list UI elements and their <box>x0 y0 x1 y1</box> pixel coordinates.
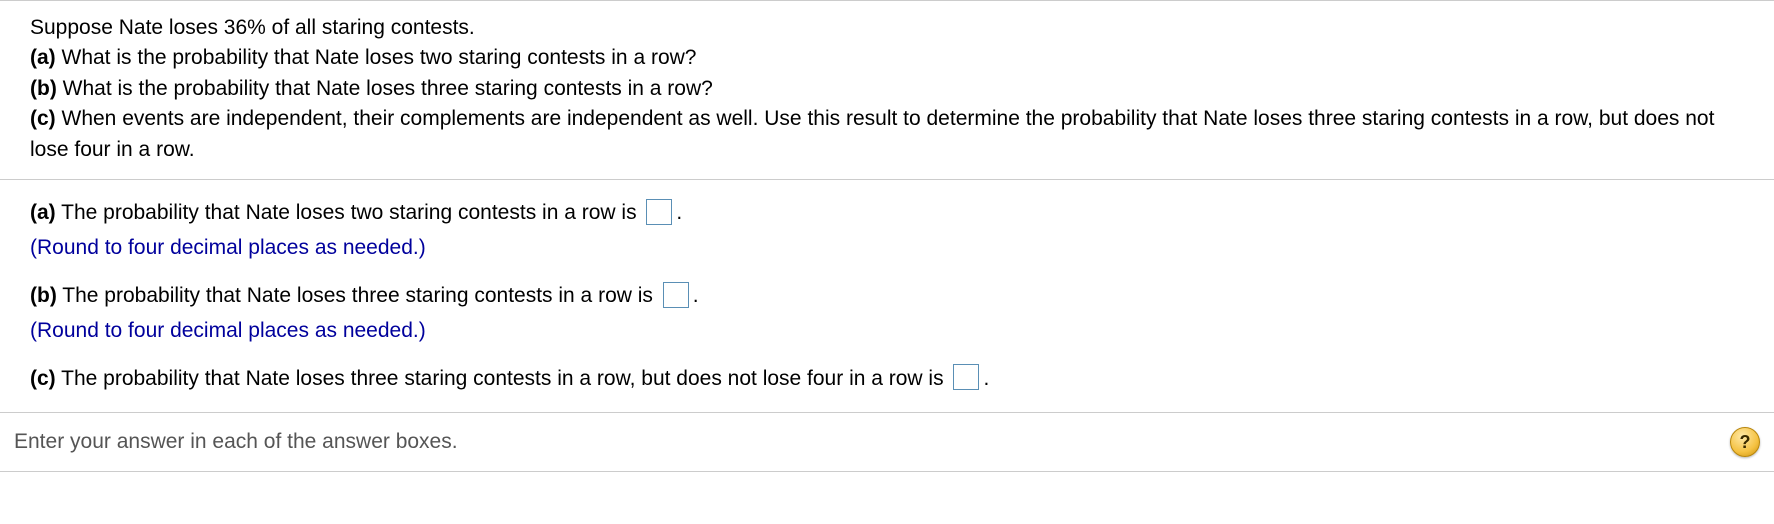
part-text-c: When events are independent, their compl… <box>30 107 1714 160</box>
answer-input-b[interactable] <box>663 282 689 308</box>
part-label-b: (b) <box>30 77 57 100</box>
answer-prompt-b-after: . <box>693 284 699 307</box>
answer-line-b: (b) The probability that Nate loses thre… <box>30 281 1744 311</box>
problem-part-a: (a) What is the probability that Nate lo… <box>30 43 1744 73</box>
answer-prompt-b-before: The probability that Nate loses three st… <box>57 284 659 307</box>
help-button[interactable]: ? <box>1730 427 1760 457</box>
problem-intro: Suppose Nate loses 36% of all staring co… <box>30 13 1744 43</box>
answer-hint-b: (Round to four decimal places as needed.… <box>30 316 1744 346</box>
answer-prompt-c-after: . <box>983 367 989 390</box>
answer-prompt-c-before: The probability that Nate loses three st… <box>56 367 950 390</box>
part-text-a: What is the probability that Nate loses … <box>56 46 697 69</box>
part-label-c: (c) <box>30 107 56 130</box>
answer-label-c: (c) <box>30 367 56 390</box>
answer-line-c: (c) The probability that Nate loses thre… <box>30 364 1744 394</box>
question-container: Suppose Nate loses 36% of all staring co… <box>0 0 1774 472</box>
answer-label-b: (b) <box>30 284 57 307</box>
problem-part-c: (c) When events are independent, their c… <box>30 104 1744 165</box>
answer-block-a: (a) The probability that Nate loses two … <box>30 198 1744 263</box>
problem-part-b: (b) What is the probability that Nate lo… <box>30 74 1744 104</box>
footer-instruction: Enter your answer in each of the answer … <box>14 430 458 454</box>
answer-input-c[interactable] <box>953 364 979 390</box>
answer-block-b: (b) The probability that Nate loses thre… <box>30 281 1744 346</box>
problem-statement: Suppose Nate loses 36% of all staring co… <box>0 0 1774 179</box>
answer-block-c: (c) The probability that Nate loses thre… <box>30 364 1744 394</box>
answer-label-a: (a) <box>30 201 56 224</box>
answer-prompt-a-before: The probability that Nate loses two star… <box>56 201 643 224</box>
part-label-a: (a) <box>30 46 56 69</box>
part-text-b: What is the probability that Nate loses … <box>57 77 713 100</box>
answer-hint-a: (Round to four decimal places as needed.… <box>30 233 1744 263</box>
footer-bar: Enter your answer in each of the answer … <box>0 412 1774 472</box>
answer-section: (a) The probability that Nate loses two … <box>0 179 1774 412</box>
answer-line-a: (a) The probability that Nate loses two … <box>30 198 1744 228</box>
answer-prompt-a-after: . <box>676 201 682 224</box>
answer-input-a[interactable] <box>646 199 672 225</box>
